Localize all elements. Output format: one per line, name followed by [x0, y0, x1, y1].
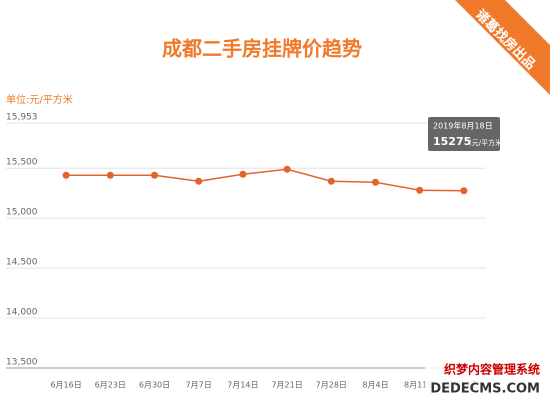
- point: [327, 177, 335, 185]
- y-tick-label: 14,500: [6, 258, 38, 268]
- point: [239, 170, 247, 178]
- point: [62, 171, 70, 179]
- watermark: 织梦内容管理系统: [444, 362, 540, 377]
- y-tick-label: 15,000: [6, 208, 38, 218]
- point: [151, 171, 158, 179]
- point: [416, 186, 424, 194]
- point: [283, 165, 291, 173]
- tooltip-value: 15275: [433, 135, 471, 148]
- unit-label: 单位:元/平方米: [6, 93, 73, 106]
- x-tick-label: 6月16日: [50, 381, 81, 390]
- chart-title: 成都二手房挂牌价趋势: [162, 37, 362, 61]
- corner-ribbon: [455, 0, 550, 95]
- x-tick-label: 7月7日: [186, 381, 212, 390]
- x-tick-label: 6月30日: [139, 381, 170, 390]
- point: [372, 178, 379, 186]
- x-tick-label: 6月23日: [95, 381, 126, 390]
- x-tick-label: 8月4日: [362, 381, 388, 390]
- y-tick-label: 15,500: [6, 158, 38, 168]
- watermark-bg: [425, 358, 550, 401]
- point: [460, 187, 468, 195]
- y-tick-label: 14,000: [6, 308, 38, 318]
- y-tick-label: 15,953: [6, 113, 38, 123]
- tooltip-unit: (元/平方米): [469, 138, 505, 147]
- tooltip-date: 2019年8月18日: [433, 121, 493, 131]
- x-tick-label: 7月28日: [316, 381, 347, 390]
- x-tick-label: 7月21日: [271, 381, 302, 390]
- x-tick-label: 8月11日: [404, 381, 435, 390]
- x-tick-label: 7月14日: [227, 381, 258, 390]
- tooltip: 2019年8月18日 15275 (元/平方米): [428, 117, 505, 151]
- point: [106, 171, 114, 179]
- line: [66, 168, 464, 192]
- point: [195, 177, 203, 185]
- watermark: DEDECMS.COM: [430, 382, 540, 397]
- tooltip-box: [428, 117, 500, 151]
- y-tick-label: 13,500: [6, 358, 38, 368]
